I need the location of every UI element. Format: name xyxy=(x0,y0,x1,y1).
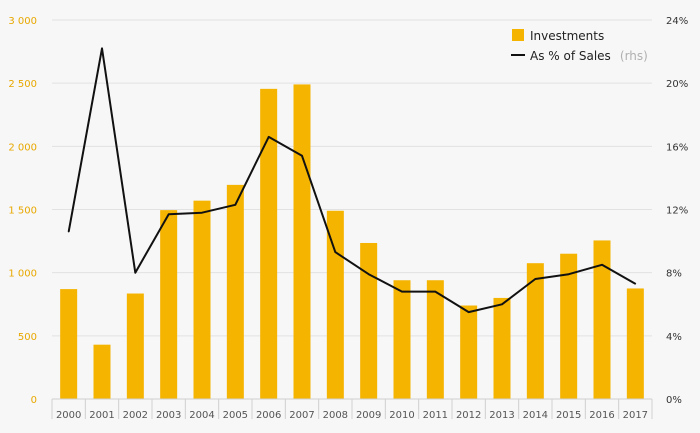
bar-2012 xyxy=(460,305,478,399)
line-point-2005 xyxy=(234,203,237,206)
bar-2007 xyxy=(293,84,311,400)
x-tick-label: 2016 xyxy=(589,410,614,421)
bar-2017 xyxy=(626,288,644,399)
line-point-2008 xyxy=(334,251,337,253)
x-tick-label: 2014 xyxy=(523,410,548,421)
bar-2015 xyxy=(560,253,578,399)
y-left-tick-label: 3 000 xyxy=(8,16,37,27)
bar-2014 xyxy=(526,263,544,399)
x-tick-label: 2013 xyxy=(489,410,514,421)
x-tick-label: 2004 xyxy=(189,410,214,421)
legend: Investments As % of Sales (rhs) xyxy=(511,29,648,64)
y-axis-left: 0 500 1 000 1 500 2 000 2 500 3 000 xyxy=(8,16,37,406)
y-right-tick-label: 20% xyxy=(666,79,688,90)
x-tick-label: 2003 xyxy=(156,410,181,421)
bar-2006 xyxy=(260,88,278,399)
y-left-tick-label: 0 xyxy=(31,395,37,406)
x-tick-label: 2017 xyxy=(623,410,648,421)
bar-2016 xyxy=(593,240,611,399)
line-point-2011 xyxy=(434,290,437,293)
line-point-2001 xyxy=(101,47,103,50)
x-tick-label: 2007 xyxy=(289,410,314,421)
gridlines xyxy=(52,19,652,337)
y-right-tick-label: 16% xyxy=(666,142,688,153)
legend-swatch-investments xyxy=(512,29,524,41)
y-left-tick-label: 1 000 xyxy=(8,269,37,280)
y-left-tick-label: 500 xyxy=(18,332,37,343)
line-point-2013 xyxy=(501,303,503,306)
bar-2005 xyxy=(226,184,244,399)
y-right-tick-label: 12% xyxy=(666,206,688,217)
x-tick-label: 2008 xyxy=(323,410,348,421)
y-left-tick-label: 2 000 xyxy=(8,142,37,153)
sales-pct-line xyxy=(67,47,636,314)
y-axis-right: 0% 4% 8% 12% 16% 20% 24% xyxy=(666,16,688,406)
bar-2004 xyxy=(193,200,211,399)
line-point-2007 xyxy=(301,155,303,157)
bar-2003 xyxy=(160,210,178,399)
line-point-2009 xyxy=(367,273,370,276)
line-point-2006 xyxy=(267,136,270,138)
line-point-2002 xyxy=(134,271,137,274)
line-point-2012 xyxy=(467,311,470,313)
bar-2002 xyxy=(126,293,144,399)
y-left-tick-label: 2 500 xyxy=(8,79,37,90)
legend-label-rhs-note: (rhs) xyxy=(620,49,648,63)
x-tick-label: 2015 xyxy=(556,410,581,421)
x-tick-label: 2005 xyxy=(223,410,248,421)
x-tick-label: 2001 xyxy=(89,410,114,421)
x-axis: 2000 2001 2002 2003 2004 2005 2006 2007 2008 2009… xyxy=(51,398,653,421)
bar-2011 xyxy=(426,280,444,399)
line-point-2017 xyxy=(634,282,637,285)
investment-bars xyxy=(60,84,644,400)
y-right-tick-label: 24% xyxy=(666,16,688,27)
bar-2009 xyxy=(360,242,378,399)
x-tick-label: 2002 xyxy=(123,410,148,421)
x-tick-label: 2011 xyxy=(423,410,448,421)
y-right-tick-label: 4% xyxy=(666,332,682,343)
sales-pct-line-group xyxy=(67,47,637,314)
legend-label-investments: Investments xyxy=(530,29,604,43)
bar-2000 xyxy=(60,289,78,399)
bar-2013 xyxy=(493,297,511,399)
bar-2001 xyxy=(93,344,111,399)
x-tick-label: 2010 xyxy=(389,410,414,421)
y-right-tick-label: 8% xyxy=(666,269,682,280)
line-point-2010 xyxy=(401,290,403,293)
legend-label-sales-pct-text: As % of Sales xyxy=(530,49,611,63)
x-tick-label: 2006 xyxy=(256,410,281,421)
y-right-tick-label: 0% xyxy=(666,395,682,406)
line-point-2015 xyxy=(567,273,570,276)
line-point-2016 xyxy=(601,263,603,266)
y-left-tick-label: 1 500 xyxy=(8,206,37,217)
legend-label-sales-pct: As % of Sales (rhs) xyxy=(530,45,648,64)
line-point-2014 xyxy=(534,278,537,280)
line-point-2000 xyxy=(67,230,70,233)
bar-2008 xyxy=(326,210,344,399)
x-tick-label: 2009 xyxy=(356,410,381,421)
bar-2010 xyxy=(393,280,411,399)
x-tick-label: 2000 xyxy=(56,410,81,421)
line-point-2003 xyxy=(167,213,170,216)
line-point-2004 xyxy=(201,211,203,214)
x-tick-label: 2012 xyxy=(456,410,481,421)
